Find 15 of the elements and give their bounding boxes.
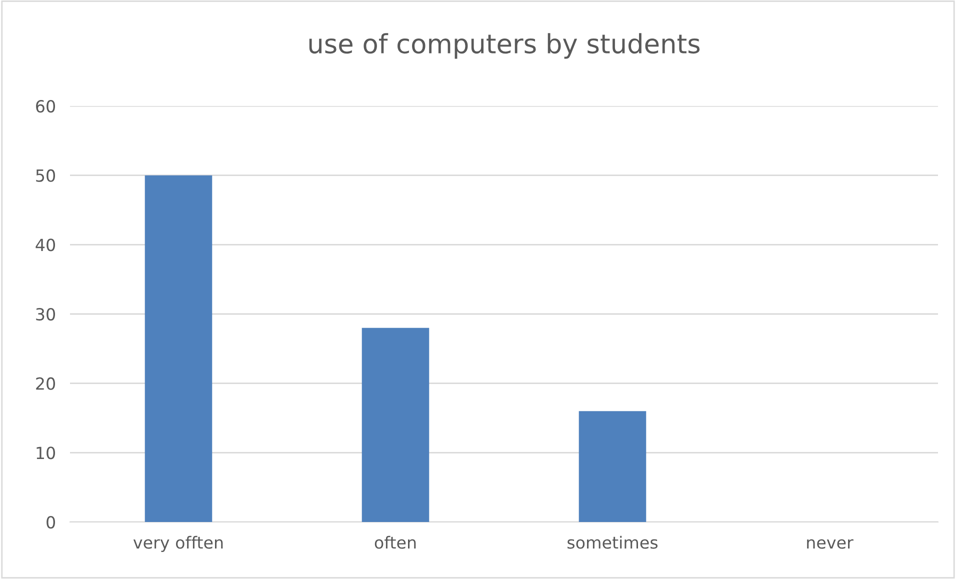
y-tick-label: 20 [36, 377, 56, 390]
bar [578, 411, 646, 522]
chart-title: use of computers by students [309, 33, 700, 59]
x-tick-label: often [374, 536, 416, 549]
y-tick-label: 0 [46, 516, 56, 529]
y-tick-label: 40 [36, 238, 56, 252]
x-tick-label: sometimes [568, 536, 658, 549]
y-tick-label: 30 [36, 308, 56, 321]
bar [362, 328, 430, 522]
y-tick-label: 60 [36, 100, 56, 113]
bar [144, 175, 212, 522]
x-tick-label: never [807, 539, 854, 549]
y-tick-label: 10 [36, 446, 56, 460]
y-tick-label: 50 [36, 169, 56, 182]
x-tick-label: very offten [133, 536, 223, 552]
